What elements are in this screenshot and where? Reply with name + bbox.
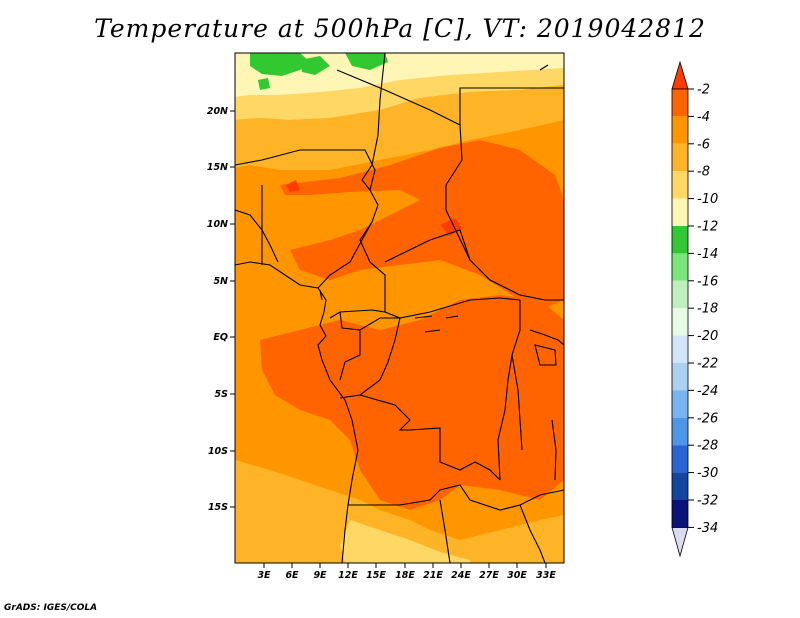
colorbar-swatch bbox=[672, 116, 688, 144]
river-segments bbox=[414, 315, 459, 333]
lon-label: 18E bbox=[395, 570, 415, 581]
colorbar-swatch bbox=[672, 280, 688, 309]
lat-label: 15N bbox=[207, 162, 228, 173]
lat-label: 5S bbox=[215, 389, 229, 400]
map-title: Temperature at 500hPa [C], VT: 201904281… bbox=[94, 14, 706, 43]
colorbar-swatch bbox=[672, 89, 688, 117]
island bbox=[319, 289, 323, 301]
lat-label: 20N bbox=[207, 106, 228, 117]
field-band-6a bbox=[235, 85, 564, 170]
border-congo bbox=[359, 317, 401, 396]
colorbar-label: -2 bbox=[697, 83, 710, 98]
border-gabon bbox=[339, 311, 361, 381]
colorbar-swatch bbox=[672, 472, 688, 500]
border-car-north bbox=[384, 229, 471, 263]
lon-label: 27E bbox=[479, 570, 499, 581]
colorbar-label: -18 bbox=[697, 302, 718, 317]
colorbar: -2 -4 -6 -8 -10 -12 -14 -16 -18 -20 -22 … bbox=[671, 60, 718, 558]
colorbar-bottom-triangle bbox=[671, 527, 689, 558]
lon-label: 12E bbox=[338, 570, 358, 581]
colorbar-label: -6 bbox=[697, 137, 710, 152]
colorbar-swatch bbox=[672, 445, 688, 473]
lake-malawi bbox=[551, 419, 557, 481]
lon-label: 24E bbox=[451, 570, 471, 581]
colorbar-swatch bbox=[672, 335, 688, 363]
colorbar-label: -28 bbox=[697, 439, 718, 454]
border-car-south bbox=[384, 297, 521, 319]
colorbar-top-triangle bbox=[671, 60, 689, 90]
lat-label: 5N bbox=[213, 276, 228, 287]
colorbar-label: -26 bbox=[697, 411, 718, 426]
field-band-12b bbox=[300, 56, 330, 75]
colorbar-swatch bbox=[672, 171, 688, 199]
coast-ne bbox=[539, 64, 549, 71]
lon-label: 9E bbox=[313, 570, 327, 581]
lon-label: 21E bbox=[423, 570, 443, 581]
colorbar-swatch bbox=[672, 253, 688, 281]
colorbar-label: -4 bbox=[697, 110, 710, 125]
colorbar-label: -24 bbox=[697, 384, 718, 399]
map-frame bbox=[234, 52, 565, 564]
colorbar-label: -10 bbox=[697, 192, 718, 207]
field-band-12d bbox=[258, 78, 270, 90]
lake-victoria bbox=[534, 344, 557, 366]
colorbar-label: -14 bbox=[697, 247, 718, 262]
lat-label: 15S bbox=[208, 502, 228, 513]
colorbar-swatch bbox=[672, 143, 688, 172]
colorbar-swatch bbox=[672, 363, 688, 391]
border-zambia-west bbox=[439, 499, 451, 563]
field-band-8b bbox=[340, 520, 470, 563]
border-uganda bbox=[529, 329, 564, 346]
colorbar-swatch bbox=[672, 500, 688, 528]
lake-tanganyika bbox=[511, 354, 523, 451]
border-chad-sudan bbox=[336, 69, 564, 301]
lon-label: 3E bbox=[257, 570, 271, 581]
lat-axis: 20N 15N 10N 5N EQ 5S 10S 15S bbox=[207, 106, 235, 513]
colorbar-swatch bbox=[672, 390, 688, 418]
field-band-4a bbox=[280, 140, 564, 310]
border-niger-chad bbox=[361, 53, 386, 191]
colorbar-label: -32 bbox=[697, 494, 718, 509]
field-band-12a bbox=[250, 53, 310, 76]
grads-credit: GrADS: IGES/COLA bbox=[4, 603, 98, 613]
colorbar-label: -30 bbox=[697, 466, 718, 481]
temperature-field bbox=[235, 53, 564, 563]
colorbar-label: -16 bbox=[697, 274, 718, 289]
field-band-2b bbox=[286, 180, 300, 192]
border-libya-sudan bbox=[459, 87, 564, 125]
colorbar-swatch bbox=[672, 308, 688, 336]
border-drc-east bbox=[497, 300, 521, 481]
field-band-12c bbox=[345, 53, 388, 70]
lon-label: 30E bbox=[507, 570, 527, 581]
colorbar-label: -20 bbox=[697, 329, 718, 344]
colorbar-label: -12 bbox=[697, 220, 718, 235]
lat-label: 10N bbox=[207, 219, 228, 230]
colorbar-label: -34 bbox=[697, 521, 718, 536]
lon-label: 33E bbox=[536, 570, 556, 581]
colorbar-swatch bbox=[672, 226, 688, 254]
border-angola-zambia bbox=[348, 484, 564, 511]
lon-axis: 3E 6E 9E 12E 15E 18E 21E 24E 27E 30E 33E bbox=[257, 563, 556, 581]
colorbar-label: -22 bbox=[697, 357, 718, 372]
field-band-6b bbox=[235, 460, 564, 563]
country-borders bbox=[235, 53, 564, 563]
border-cameroon bbox=[329, 221, 386, 319]
colorbar-label: -8 bbox=[697, 165, 710, 180]
border-drc-angola bbox=[339, 394, 501, 481]
lon-label: 15E bbox=[366, 570, 386, 581]
border-zambia-east bbox=[519, 504, 546, 563]
coastline bbox=[235, 261, 359, 563]
field-band-4b bbox=[260, 295, 564, 510]
lat-label: EQ bbox=[213, 332, 228, 343]
colorbar-swatch bbox=[672, 198, 688, 226]
colorbar-swatch bbox=[672, 417, 688, 446]
lat-label: 10S bbox=[208, 446, 228, 457]
lon-label: 6E bbox=[285, 570, 299, 581]
